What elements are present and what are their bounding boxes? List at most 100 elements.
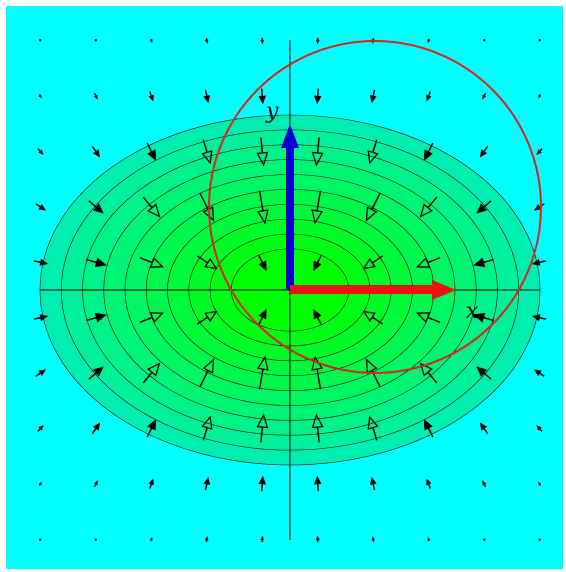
field-arrow — [256, 137, 269, 167]
field-arrow — [38, 481, 42, 486]
field-arrow — [260, 37, 265, 45]
contour-ellipses — [39, 114, 541, 466]
field-arrow — [37, 424, 44, 432]
field-arrow — [473, 312, 495, 323]
field-arrow — [201, 139, 213, 165]
field-arrow — [479, 422, 489, 435]
field-arrow — [196, 255, 218, 270]
y-vector-shaft — [286, 145, 294, 290]
field-arrow — [369, 476, 377, 491]
field-arrow — [419, 362, 438, 384]
field-arrow — [426, 478, 432, 489]
y-axis-label: y — [265, 99, 279, 124]
field-arrow — [313, 254, 323, 272]
field-arrow — [367, 415, 379, 441]
vector-field-arrows — [33, 37, 547, 543]
field-arrow — [423, 142, 434, 161]
field-arrow — [536, 148, 543, 156]
field-arrow — [256, 355, 269, 390]
field-arrow — [415, 312, 441, 323]
field-arrow — [85, 257, 107, 268]
field-arrow — [94, 39, 97, 42]
field-arrow — [482, 92, 487, 100]
x-basis-vector — [290, 280, 456, 300]
field-arrow — [33, 314, 49, 322]
field-arrow — [482, 480, 487, 488]
field-arrow — [538, 481, 542, 486]
field-arrow — [365, 192, 381, 222]
field-arrow — [538, 39, 541, 42]
field-arrow — [35, 203, 47, 211]
field-arrow — [85, 312, 107, 323]
field-arrow — [427, 38, 431, 44]
field-arrow — [531, 258, 547, 266]
field-arrow — [362, 255, 384, 270]
y-vector-head — [281, 124, 299, 148]
field-arrow — [371, 536, 376, 542]
field-arrow — [39, 538, 42, 541]
field-arrow — [258, 88, 267, 105]
field-arrow — [88, 200, 104, 214]
field-arrow — [257, 254, 267, 272]
field-arrow — [142, 196, 161, 218]
field-arrow — [315, 37, 320, 45]
field-arrow — [423, 419, 434, 438]
field-arrow — [146, 142, 157, 161]
field-arrow — [93, 92, 98, 100]
field-arrow — [311, 190, 324, 225]
field-arrow — [367, 139, 379, 165]
field-arrow — [311, 137, 324, 167]
field-arrow — [148, 91, 154, 102]
field-arrow — [476, 366, 492, 380]
field-arrow — [533, 369, 545, 377]
field-arrow — [415, 257, 441, 268]
field-arrow — [33, 258, 49, 266]
field-arrow — [139, 257, 165, 268]
field-arrow — [204, 38, 209, 44]
field-arrow — [257, 308, 267, 326]
field-arrow — [473, 257, 495, 268]
field-arrow — [313, 88, 322, 105]
field-arrow — [313, 475, 322, 492]
field-arrow — [88, 366, 104, 380]
field-arrow — [146, 419, 157, 438]
y-basis-vector — [281, 124, 299, 290]
field-arrow — [149, 38, 153, 44]
field-arrow — [38, 94, 42, 99]
field-arrow — [479, 145, 489, 158]
field-arrow — [93, 480, 98, 488]
field-arrow — [139, 312, 165, 323]
field-arrow — [362, 310, 384, 325]
field-arrow — [142, 362, 161, 384]
field-arrow — [203, 89, 211, 104]
x-axis-label: x — [466, 299, 479, 324]
field-arrow — [149, 536, 153, 542]
field-arrow — [91, 422, 101, 435]
field-arrow — [201, 415, 213, 441]
x-vector-head — [432, 280, 456, 300]
field-arrow — [427, 536, 431, 542]
field-arrow — [311, 413, 324, 443]
field-arrow — [204, 536, 209, 542]
field-arrow — [315, 535, 320, 543]
field-arrow — [256, 190, 269, 225]
field-arrow — [258, 475, 267, 492]
field-arrow — [35, 369, 47, 377]
x-vector-shaft — [290, 285, 435, 294]
red-circle — [208, 40, 542, 374]
field-arrow — [538, 94, 542, 99]
field-arrow — [426, 91, 432, 102]
field-arrow — [39, 39, 42, 42]
field-arrow — [476, 200, 492, 214]
field-arrow — [536, 424, 543, 432]
field-arrow — [91, 145, 101, 158]
field-arrow — [196, 310, 218, 325]
field-arrow — [538, 538, 541, 541]
field-arrow — [369, 89, 377, 104]
field-arrow — [531, 314, 547, 322]
field-arrow — [203, 476, 211, 491]
field-arrow — [483, 538, 486, 541]
field-arrow — [256, 413, 269, 443]
